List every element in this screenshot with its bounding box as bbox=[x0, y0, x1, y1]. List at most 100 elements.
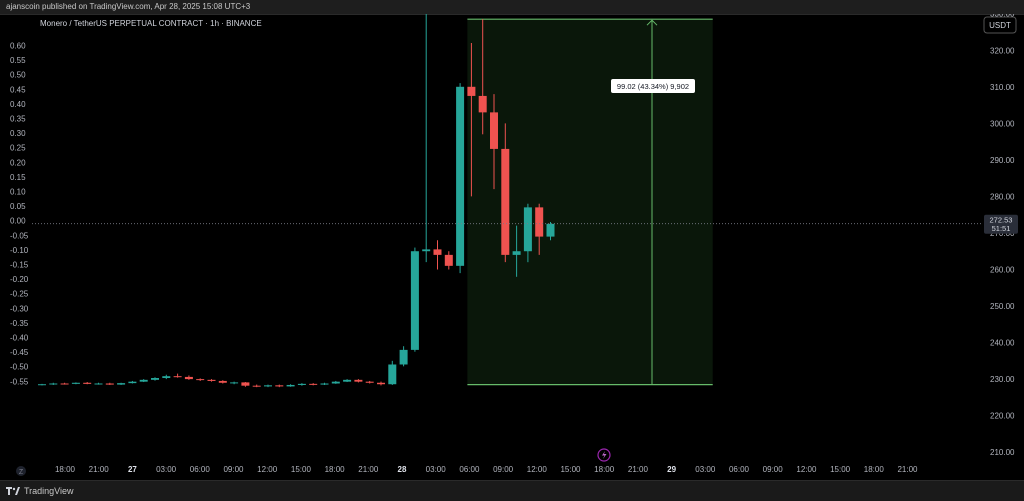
candle-body bbox=[512, 251, 521, 255]
candle-body bbox=[173, 376, 182, 378]
time-axis-tick: 18:00 bbox=[55, 465, 76, 474]
time-axis-tick: 09:00 bbox=[763, 465, 784, 474]
left-axis-tick: -0.05 bbox=[10, 231, 29, 240]
candle-body bbox=[433, 249, 442, 255]
candle-body bbox=[139, 379, 148, 382]
candle bbox=[388, 360, 397, 385]
candle-body bbox=[218, 380, 227, 383]
measure-arrow-head bbox=[646, 19, 658, 26]
candle bbox=[444, 251, 453, 270]
candle-body bbox=[320, 383, 329, 385]
candle-body bbox=[196, 379, 205, 381]
candle bbox=[490, 94, 498, 190]
candle bbox=[60, 382, 69, 385]
left-axis-tick: 0.50 bbox=[10, 71, 26, 80]
candle bbox=[128, 380, 137, 384]
time-axis-tick: 21:00 bbox=[897, 465, 918, 474]
right-axis-tick: 310.00 bbox=[990, 83, 1015, 92]
candle bbox=[218, 380, 227, 384]
candle bbox=[173, 373, 182, 378]
time-axis-tick: 18:00 bbox=[864, 465, 885, 474]
candle-body bbox=[184, 376, 193, 380]
candle-body bbox=[343, 379, 352, 382]
candle bbox=[94, 382, 103, 385]
price-chart[interactable]: Monero / TetherUS PERPETUAL CONTRACT · 1… bbox=[0, 14, 1024, 480]
timezone-corner-button[interactable]: Z bbox=[16, 466, 26, 476]
currency-button[interactable]: USDT bbox=[983, 16, 1017, 34]
candle bbox=[320, 382, 329, 385]
candle-body bbox=[456, 86, 465, 266]
candle-body bbox=[83, 382, 92, 384]
time-axis-tick: 21:00 bbox=[358, 465, 379, 474]
currency-button-label: USDT bbox=[989, 21, 1011, 30]
right-axis-tick: 240.00 bbox=[990, 339, 1015, 348]
candle bbox=[196, 378, 205, 381]
time-axis-tick: 12:00 bbox=[527, 465, 548, 474]
candle bbox=[433, 240, 442, 270]
left-axis-tick: -0.25 bbox=[10, 290, 29, 299]
left-axis-tick: 0.05 bbox=[10, 202, 26, 211]
right-axis-tick: 250.00 bbox=[990, 302, 1015, 311]
left-axis-tick: 0.30 bbox=[10, 129, 26, 138]
left-axis-tick: -0.45 bbox=[10, 348, 29, 357]
candle-body bbox=[467, 86, 476, 96]
left-axis-tick: -0.35 bbox=[10, 319, 29, 328]
right-axis-tick: 290.00 bbox=[990, 156, 1015, 165]
candle bbox=[71, 382, 80, 385]
candle-body bbox=[105, 383, 114, 385]
candle bbox=[478, 19, 487, 135]
candle bbox=[184, 375, 193, 380]
time-axis-tick: 21:00 bbox=[628, 465, 649, 474]
candle-body bbox=[388, 364, 397, 385]
time-axis-tick: 15:00 bbox=[291, 465, 312, 474]
events-lightning-icon[interactable] bbox=[597, 448, 611, 462]
left-axis-tick: 0.45 bbox=[10, 85, 26, 94]
right-axis-tick: 210.00 bbox=[990, 448, 1015, 457]
candle-body bbox=[128, 381, 137, 384]
time-axis-tick: 03:00 bbox=[426, 465, 447, 474]
left-axis-tick: -0.15 bbox=[10, 261, 29, 270]
left-axis-tick: -0.55 bbox=[10, 377, 29, 386]
candle bbox=[501, 123, 510, 263]
left-axis-tick: 0.15 bbox=[10, 173, 26, 182]
left-axis-tick: -0.30 bbox=[10, 304, 29, 313]
candle-body bbox=[501, 148, 510, 255]
publisher-bar: ajanscoin published on TradingView.com, … bbox=[0, 0, 1024, 15]
candle-body bbox=[410, 251, 419, 350]
candle bbox=[399, 346, 408, 367]
candle bbox=[365, 380, 374, 384]
time-axis-tick: 09:00 bbox=[493, 465, 514, 474]
time-axis-tick: 06:00 bbox=[459, 465, 480, 474]
left-axis-tick: -0.20 bbox=[10, 275, 29, 284]
candle-body bbox=[49, 383, 58, 385]
candle-body bbox=[444, 254, 453, 266]
left-axis-tick: 0.60 bbox=[10, 42, 26, 51]
currency-button-box bbox=[983, 16, 1017, 34]
time-axis-tick: 21:00 bbox=[89, 465, 110, 474]
candle bbox=[207, 379, 216, 382]
candle-body bbox=[490, 112, 498, 149]
time-axis-tick: 12:00 bbox=[796, 465, 817, 474]
right-axis-tick: 300.00 bbox=[990, 119, 1015, 128]
candle bbox=[230, 381, 239, 385]
candle-body bbox=[286, 384, 295, 387]
candle-body bbox=[117, 383, 126, 385]
time-axis-tick: 06:00 bbox=[190, 465, 211, 474]
left-axis-tick: 0.00 bbox=[10, 217, 26, 226]
candle-body bbox=[546, 223, 555, 237]
time-axis-tick: 06:00 bbox=[729, 465, 750, 474]
candle bbox=[535, 203, 544, 255]
corner-button-bg bbox=[16, 466, 26, 476]
tradingview-brand[interactable]: TradingView bbox=[6, 486, 74, 496]
candle bbox=[297, 383, 306, 386]
candle bbox=[546, 221, 555, 241]
left-axis-tick: 0.40 bbox=[10, 100, 26, 109]
right-axis-tick: 230.00 bbox=[990, 375, 1015, 384]
candle bbox=[151, 377, 159, 381]
last-price-badge-box bbox=[984, 214, 1018, 234]
time-axis-tick: 28 bbox=[398, 465, 407, 474]
left-axis-tick: 0.35 bbox=[10, 115, 26, 124]
candle bbox=[252, 384, 261, 388]
time-axis-tick: 12:00 bbox=[257, 465, 278, 474]
